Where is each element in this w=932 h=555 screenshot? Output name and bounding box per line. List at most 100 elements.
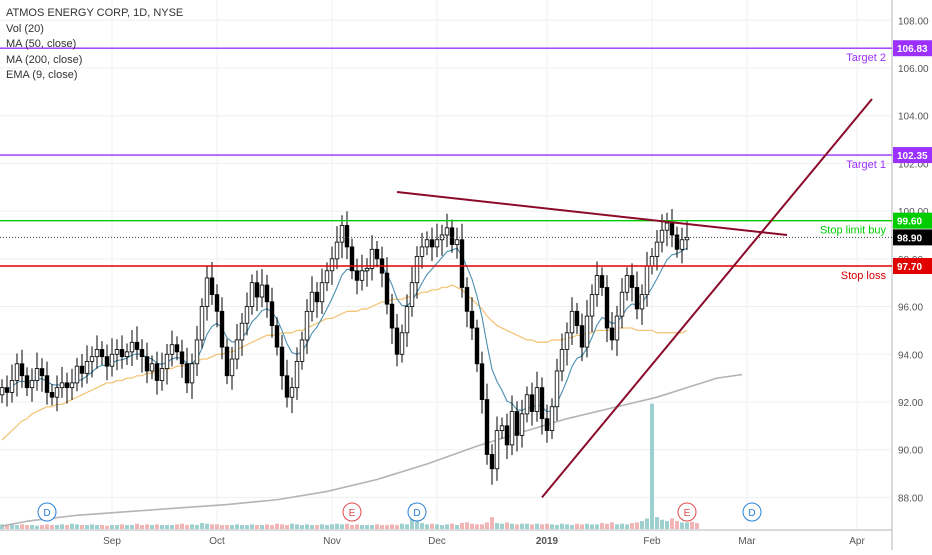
candle-body [309, 291, 315, 312]
volume-bar [480, 524, 484, 529]
y-tick-label: 92.00 [898, 398, 923, 409]
legend-ma50[interactable]: MA (50, close) [6, 38, 77, 50]
volume-bar [650, 403, 654, 529]
last-price-tag: 98.90 [897, 233, 922, 244]
candle-body [179, 351, 185, 365]
legend-ma200[interactable]: MA (200, close) [6, 53, 83, 66]
candle-body [214, 294, 220, 312]
candle-body [159, 368, 165, 381]
volume-bar [525, 523, 529, 529]
candle-body [419, 246, 425, 257]
candle-body [4, 387, 10, 393]
volume-bar [405, 524, 409, 529]
volume-bar [345, 523, 349, 529]
volume-bar [540, 524, 544, 529]
volume-bar [285, 525, 289, 529]
x-tick-label: Feb [643, 536, 661, 547]
volume-bar [315, 525, 319, 529]
candle-body [564, 332, 570, 350]
volume-bar [165, 525, 169, 529]
candle-body [314, 291, 320, 303]
candle-body [609, 327, 615, 341]
candle-body [334, 241, 340, 260]
volume-bar [110, 525, 114, 529]
legend-ema9[interactable]: EMA (9, close) [6, 69, 78, 81]
level-label: Target 1 [846, 159, 886, 171]
volume-bar [360, 525, 364, 529]
y-tick-label: 96.00 [898, 303, 923, 314]
candle-body [479, 363, 485, 400]
candle-body [354, 270, 360, 281]
x-tick-label: 2019 [536, 536, 559, 547]
y-tick-label: 108.00 [898, 16, 929, 27]
volume-bar [395, 525, 399, 529]
volume-bar [380, 525, 384, 529]
candle-body [639, 294, 645, 310]
candle-body [654, 241, 660, 257]
candle-body [169, 344, 175, 355]
volume-bars [0, 403, 699, 529]
candle-body [329, 258, 335, 272]
candle-body [284, 375, 290, 398]
y-tick-label: 94.00 [898, 350, 923, 361]
candle-body [144, 356, 150, 372]
candle-body [629, 275, 635, 288]
candle-body [394, 327, 400, 355]
candle-body [174, 344, 180, 353]
volume-bar [365, 525, 369, 529]
candle-body [154, 363, 160, 381]
volume-bar [265, 524, 269, 529]
volume-bar [125, 525, 129, 529]
candle-body [324, 270, 330, 284]
y-tick-label: 90.00 [898, 446, 923, 457]
candle-body [369, 248, 375, 269]
volume-bar [445, 524, 449, 529]
volume-bar [355, 524, 359, 529]
candle-body [14, 363, 20, 381]
volume-bar [600, 523, 604, 529]
candle-body [24, 375, 30, 389]
volume-bar [295, 524, 299, 529]
volume-bar [375, 524, 379, 529]
candle-body [0, 387, 5, 396]
volume-bar [620, 523, 624, 529]
ma50-line [1, 284, 688, 441]
volume-bar [450, 523, 454, 529]
candle-body [424, 239, 430, 248]
candle-body [264, 284, 270, 303]
volume-bar [30, 525, 34, 529]
level-label: Target 2 [846, 52, 886, 64]
volume-bar [300, 525, 304, 529]
x-tick-label: Nov [323, 536, 341, 547]
volume-bar [655, 517, 659, 529]
candle-body [459, 239, 465, 288]
volume-bar [10, 523, 14, 529]
volume-bar [585, 523, 589, 529]
trendline-ascending [541, 98, 873, 499]
candle-body [239, 322, 245, 341]
volume-bar [695, 523, 699, 529]
candle-body [304, 310, 310, 341]
volume-bar [0, 524, 4, 529]
legend-volume[interactable]: Vol (20) [6, 22, 44, 35]
candle-body [189, 363, 195, 384]
volume-bar [100, 525, 104, 529]
chart-title[interactable]: ATMOS ENERGY CORP, 1D, NYSE [6, 7, 184, 19]
volume-bar [475, 524, 479, 529]
volume-bar [15, 525, 19, 529]
volume-bar [420, 523, 424, 529]
volume-bar [105, 525, 109, 529]
volume-bar [520, 523, 524, 529]
candle-body [619, 291, 625, 317]
price-tag-bg [893, 212, 932, 229]
volume-bar [70, 523, 74, 529]
candle-body [484, 399, 490, 455]
x-tick-label: Oct [209, 536, 225, 547]
candle-body [84, 361, 90, 374]
candle-body [259, 284, 265, 298]
candle-body [489, 454, 495, 470]
volume-bar [45, 524, 49, 529]
volume-bar [415, 515, 419, 529]
